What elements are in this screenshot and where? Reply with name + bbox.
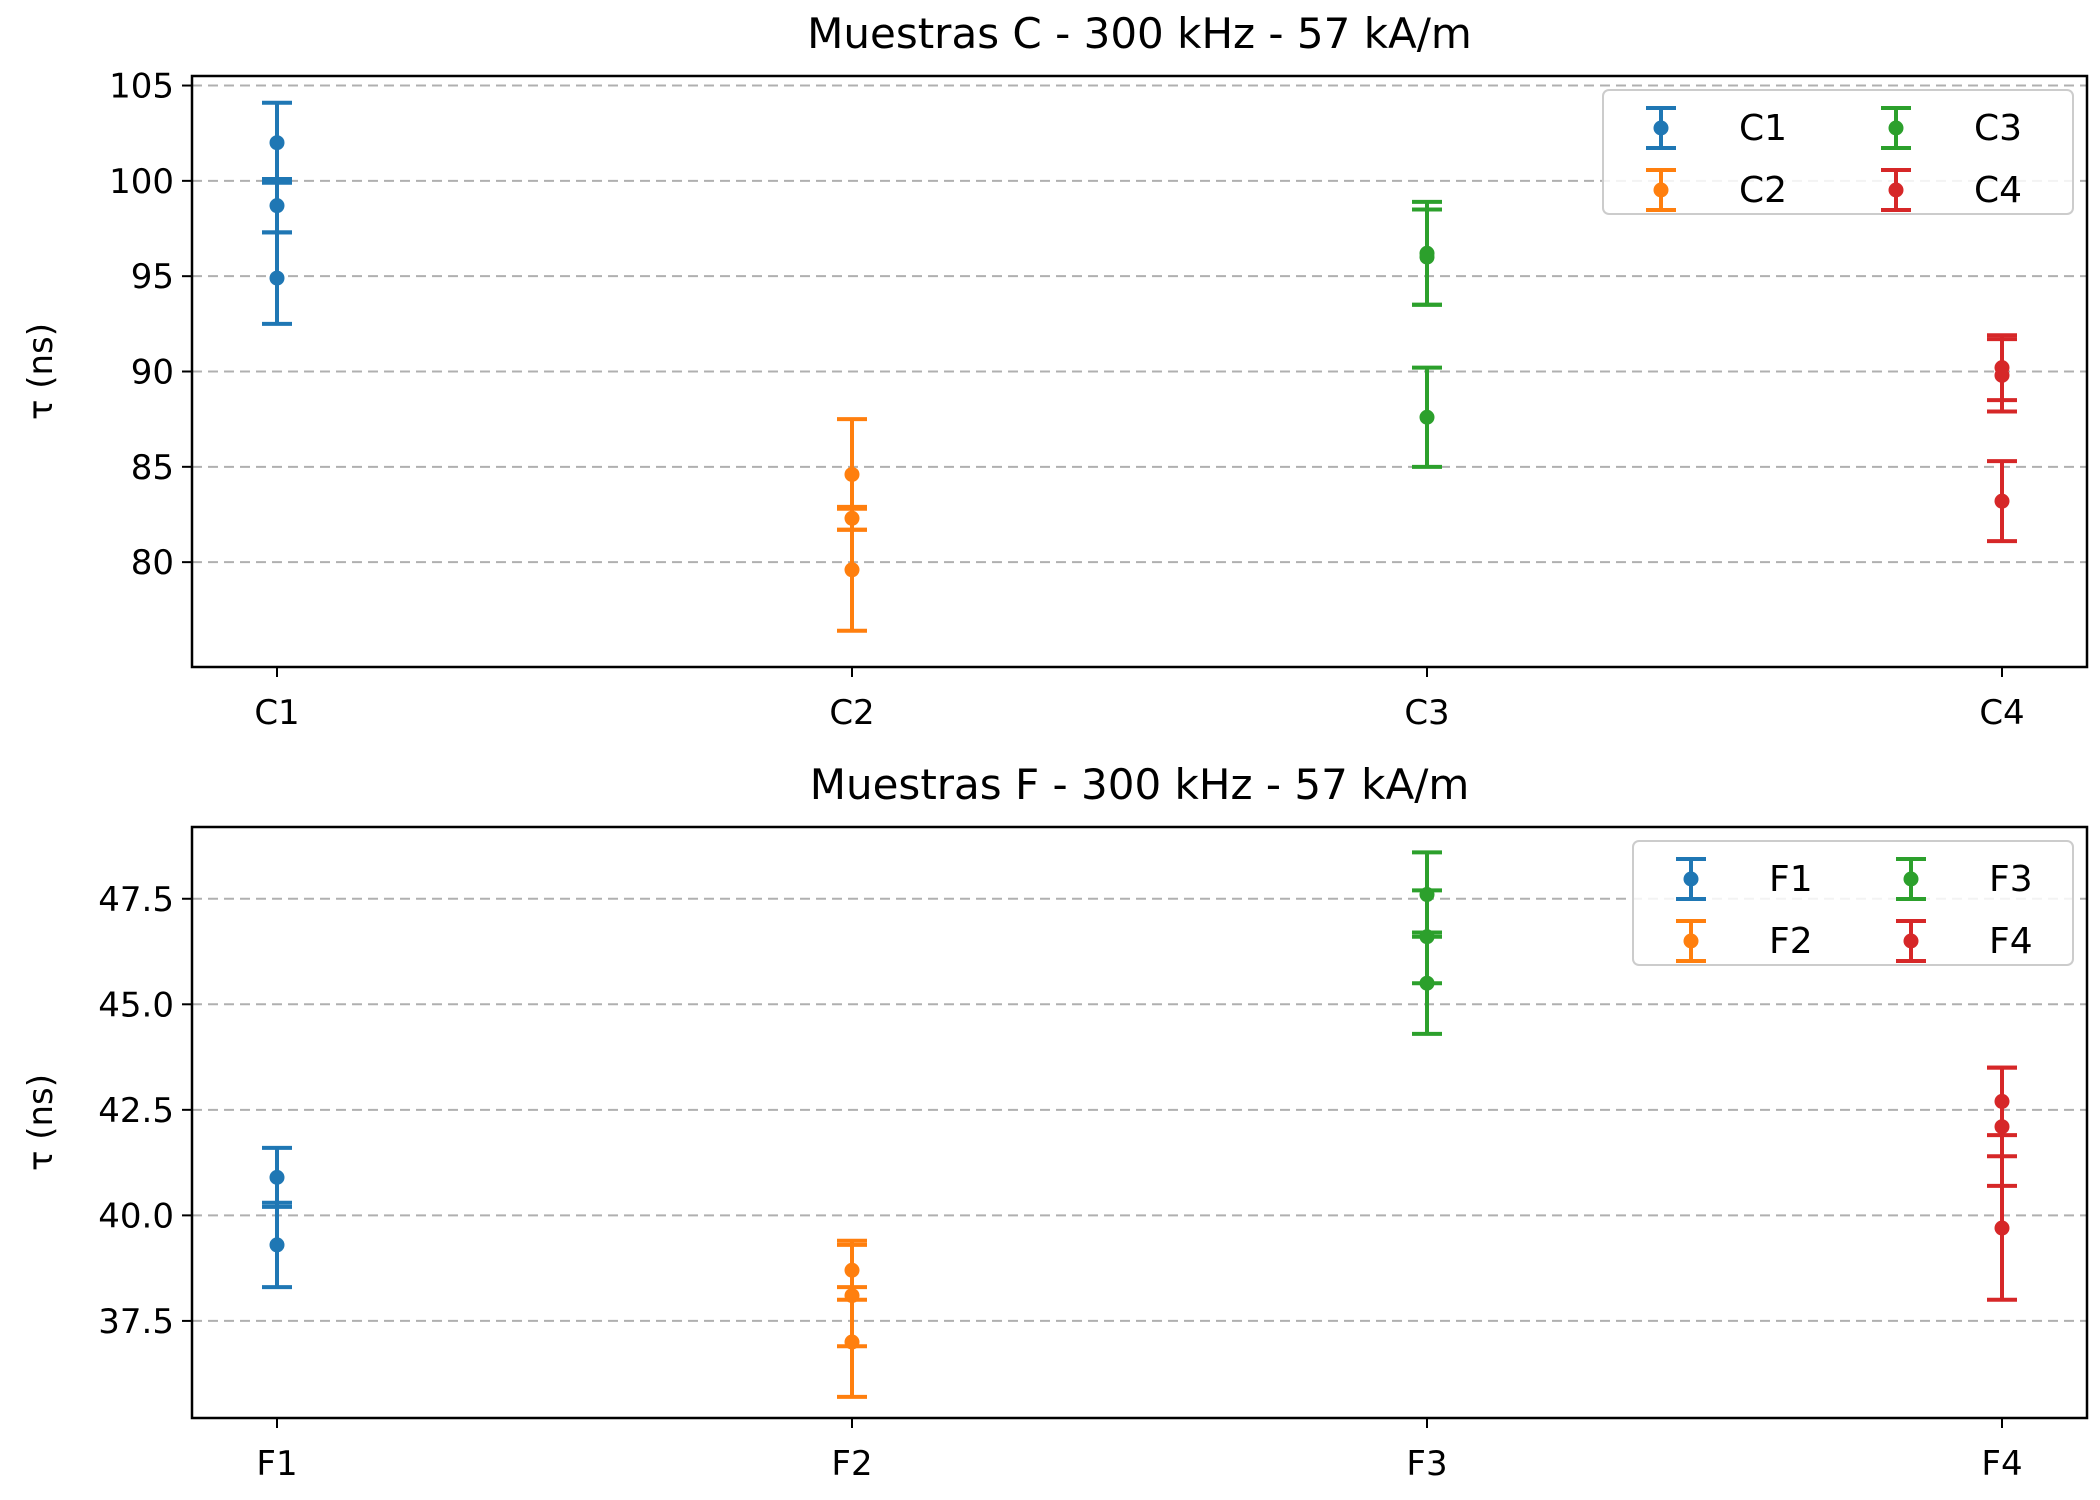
y-axis-label: τ (ns) <box>21 323 61 420</box>
data-point <box>1994 1119 2010 1135</box>
chart-title: Muestras F - 300 kHz - 57 kA/m <box>810 760 1470 809</box>
legend-box <box>1632 840 2074 966</box>
x-tick-label: F4 <box>1981 1444 2022 1484</box>
y-axis-label: τ (ns) <box>21 1074 61 1171</box>
x-tick-label: C4 <box>1979 693 2024 733</box>
legend-marker-dot <box>1653 120 1669 136</box>
data-point <box>844 562 860 578</box>
data-point <box>1994 493 2010 509</box>
legend-label: C1 <box>1739 108 1787 149</box>
axes-frame <box>190 825 2089 1420</box>
y-tick-label: 37.5 <box>98 1302 174 1342</box>
legend: F1 F2 F3 F4 <box>1632 840 2074 966</box>
y-tick-label: 85 <box>131 448 174 488</box>
x-tick-label: C1 <box>254 693 299 733</box>
y-tick-label: 47.5 <box>98 880 174 920</box>
data-point <box>1994 367 2010 383</box>
data-point <box>1419 409 1435 425</box>
legend-label: C3 <box>1974 108 2022 149</box>
legend-marker-dot <box>1683 871 1699 887</box>
legend-marker-dot <box>1903 871 1919 887</box>
y-tick-label: 90 <box>131 353 174 393</box>
data-point <box>1994 1220 2010 1236</box>
data-point <box>269 198 285 214</box>
legend-marker-dot <box>1903 933 1919 949</box>
legend-marker-dot <box>1653 182 1669 198</box>
legend: C1 C2 C3 C4 <box>1602 89 2074 215</box>
y-tick-label: 95 <box>131 257 174 297</box>
legend-label: F3 <box>1989 859 2033 900</box>
data-point <box>269 135 285 151</box>
x-tick-label: C3 <box>1404 693 1449 733</box>
y-tick-label: 40.0 <box>98 1196 174 1236</box>
data-point <box>269 270 285 286</box>
data-point <box>1419 249 1435 265</box>
legend-label: F4 <box>1989 921 2033 962</box>
y-tick-label: 45.0 <box>98 985 174 1025</box>
y-tick-label: 105 <box>109 67 174 107</box>
chart-panel-f: 37.5 40.0 42.5 45.0 47.5 F1 F2 F3 F4 Muestras F -… <box>21 760 2089 1484</box>
data-point <box>269 1169 285 1185</box>
data-point <box>1419 975 1435 991</box>
x-tick-label: C2 <box>829 693 874 733</box>
x-tick-label: F1 <box>256 1444 297 1484</box>
chart-title: Muestras C - 300 kHz - 57 kA/m <box>807 9 1472 58</box>
x-tick-label: F2 <box>831 1444 872 1484</box>
data-point <box>269 1237 285 1253</box>
legend-label: C4 <box>1974 170 2022 211</box>
axes-frame <box>190 74 2089 669</box>
y-tick-label: 80 <box>131 543 174 583</box>
x-tick-label: F3 <box>1406 1444 1447 1484</box>
data-point <box>844 1334 860 1350</box>
legend-marker-dot <box>1888 120 1904 136</box>
legend-label: F2 <box>1769 921 1813 962</box>
chart-panel-c: 80 85 90 95 100 105 C1 C2 C3 C4 Muestras C - 300 k… <box>21 9 2089 733</box>
legend-marker-dot <box>1683 933 1699 949</box>
legend-label: F1 <box>1769 859 1813 900</box>
legend-marker-dot <box>1888 182 1904 198</box>
y-tick-label: 100 <box>109 162 174 202</box>
legend-label: C2 <box>1739 170 1787 211</box>
legend-box <box>1602 89 2074 215</box>
y-tick-label: 42.5 <box>98 1091 174 1131</box>
data-point <box>844 466 860 482</box>
